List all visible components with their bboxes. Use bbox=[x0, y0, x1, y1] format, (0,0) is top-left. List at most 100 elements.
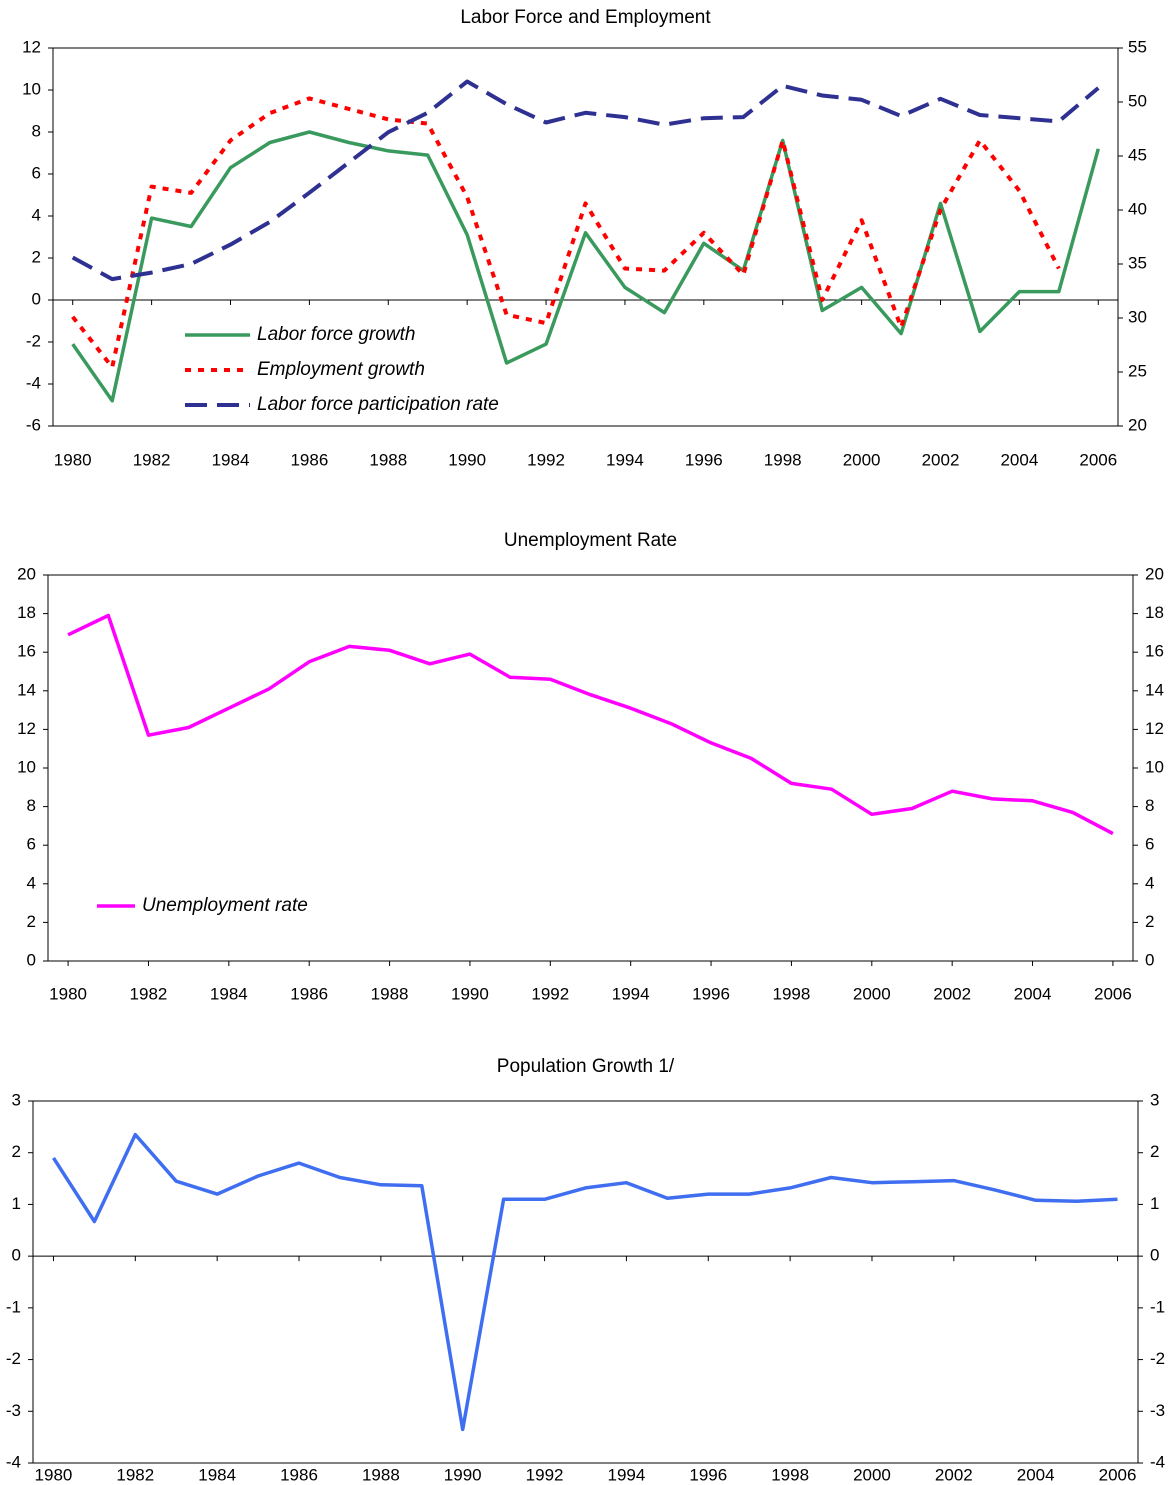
x-tick-label: 1998 bbox=[771, 1465, 809, 1484]
legend-label: Labor force participation rate bbox=[257, 394, 499, 415]
y-tick-label: 16 bbox=[17, 642, 36, 661]
x-tick-label: 1986 bbox=[290, 984, 328, 1003]
legend-label: Labor force growth bbox=[257, 324, 415, 345]
x-tick-label: 1982 bbox=[116, 1465, 154, 1484]
x-tick-label: 1984 bbox=[210, 984, 248, 1003]
y-tick-label: 0 bbox=[32, 289, 41, 308]
y-tick-label-right: 8 bbox=[1145, 796, 1154, 815]
y-tick-label: -3 bbox=[6, 1401, 21, 1420]
y-tick-label: 2 bbox=[32, 247, 41, 266]
x-tick-label: 1980 bbox=[54, 450, 92, 469]
series-line bbox=[52, 1132, 1118, 1432]
y-tick-label-right: -2 bbox=[1150, 1349, 1165, 1368]
y-tick-label-right: 0 bbox=[1145, 950, 1154, 969]
plot-frame bbox=[52, 47, 1119, 427]
y-tick-label-right: 14 bbox=[1145, 680, 1164, 699]
y-tick-label: 8 bbox=[27, 796, 36, 815]
x-tick-label: 1998 bbox=[764, 450, 802, 469]
y-tick-label-right: -1 bbox=[1150, 1297, 1165, 1316]
y-tick-label-right: -3 bbox=[1150, 1401, 1165, 1420]
x-tick-label: 2002 bbox=[922, 450, 960, 469]
y-tick-label: -2 bbox=[26, 331, 41, 350]
y-tick-label: -1 bbox=[6, 1297, 21, 1316]
y-tick-label: 6 bbox=[32, 163, 41, 182]
x-tick-label: 1982 bbox=[130, 984, 168, 1003]
y-tick-label: 0 bbox=[12, 1246, 21, 1265]
y-tick-label-right: 18 bbox=[1145, 603, 1164, 622]
y2-tick-label: 20 bbox=[1128, 415, 1147, 434]
y-tick-label: 10 bbox=[17, 757, 36, 776]
y-tick-label-right: 6 bbox=[1145, 835, 1154, 854]
x-tick-label: 1992 bbox=[531, 984, 569, 1003]
y-tick-label: 4 bbox=[27, 873, 36, 892]
x-tick-label: 2004 bbox=[1014, 984, 1052, 1003]
y-tick-label-right: -4 bbox=[1150, 1452, 1165, 1471]
y-tick-label: 3 bbox=[12, 1090, 21, 1109]
x-tick-label: 1990 bbox=[451, 984, 489, 1003]
y-tick-label-right: 1 bbox=[1150, 1194, 1159, 1213]
y-tick-label-right: 2 bbox=[1150, 1142, 1159, 1161]
y-tick-label: -6 bbox=[26, 415, 41, 434]
y-tick-label-right: 10 bbox=[1145, 757, 1164, 776]
x-tick-label: 2000 bbox=[853, 984, 891, 1003]
y-tick-label: 6 bbox=[27, 835, 36, 854]
y2-tick-label: 25 bbox=[1128, 361, 1147, 380]
y-tick-label: -2 bbox=[6, 1349, 21, 1368]
y-tick-label: 10 bbox=[22, 79, 41, 98]
y-tick-label: 2 bbox=[27, 912, 36, 931]
x-tick-label: 2006 bbox=[1094, 984, 1132, 1003]
plot-frame bbox=[32, 1100, 1139, 1464]
x-tick-label: 1988 bbox=[362, 1465, 400, 1484]
x-tick-label: 1990 bbox=[444, 1465, 482, 1484]
x-tick-label: 1986 bbox=[280, 1465, 318, 1484]
x-tick-label: 1984 bbox=[198, 1465, 236, 1484]
x-tick-label: 1980 bbox=[35, 1465, 73, 1484]
x-tick-label: 2002 bbox=[933, 984, 971, 1003]
y-tick-label-right: 3 bbox=[1150, 1090, 1159, 1109]
legend-label: Unemployment rate bbox=[142, 895, 308, 916]
y2-tick-label: 35 bbox=[1128, 253, 1147, 272]
y-tick-label-right: 0 bbox=[1150, 1246, 1159, 1265]
x-tick-label: 2006 bbox=[1079, 450, 1117, 469]
x-tick-label: 2004 bbox=[1000, 450, 1038, 469]
y-tick-label: 8 bbox=[32, 121, 41, 140]
x-tick-label: 1996 bbox=[692, 984, 730, 1003]
x-tick-label: 1980 bbox=[49, 984, 87, 1003]
chart-title: Population Growth 1/ bbox=[497, 1056, 675, 1077]
x-tick-label: 1992 bbox=[527, 450, 565, 469]
x-tick-label: 1988 bbox=[371, 984, 409, 1003]
y-tick-label: 18 bbox=[17, 603, 36, 622]
x-tick-label: 1998 bbox=[773, 984, 811, 1003]
x-tick-label: 2004 bbox=[1017, 1465, 1055, 1484]
y2-tick-label: 55 bbox=[1128, 37, 1147, 56]
y-tick-label: -4 bbox=[26, 373, 41, 392]
y-tick-label-right: 12 bbox=[1145, 719, 1164, 738]
chart-title: Unemployment Rate bbox=[504, 530, 677, 551]
y-tick-label: 4 bbox=[32, 205, 41, 224]
y-tick-label: 0 bbox=[27, 950, 36, 969]
x-tick-label: 1992 bbox=[526, 1465, 564, 1484]
y2-tick-label: 45 bbox=[1128, 145, 1147, 164]
legend-label: Employment growth bbox=[257, 359, 425, 380]
y2-tick-label: 40 bbox=[1128, 199, 1147, 218]
x-tick-label: 1990 bbox=[448, 450, 486, 469]
x-tick-label: 1986 bbox=[290, 450, 328, 469]
x-tick-label: 1994 bbox=[606, 450, 644, 469]
y-tick-label-right: 4 bbox=[1145, 873, 1154, 892]
series-line bbox=[71, 130, 1100, 403]
x-tick-label: 2006 bbox=[1099, 1465, 1137, 1484]
y-tick-label: 14 bbox=[17, 680, 36, 699]
x-tick-label: 1994 bbox=[612, 984, 650, 1003]
x-tick-label: 2000 bbox=[843, 450, 881, 469]
x-tick-label: 1982 bbox=[133, 450, 171, 469]
y-tick-label: 12 bbox=[17, 719, 36, 738]
x-tick-label: 2002 bbox=[935, 1465, 973, 1484]
y-tick-label: 1 bbox=[12, 1194, 21, 1213]
x-tick-label: 1996 bbox=[685, 450, 723, 469]
y2-tick-label: 30 bbox=[1128, 307, 1147, 326]
y-tick-label-right: 16 bbox=[1145, 642, 1164, 661]
series-line bbox=[67, 613, 1114, 836]
x-tick-label: 1984 bbox=[212, 450, 250, 469]
series-line bbox=[71, 96, 1061, 370]
y-tick-label-right: 2 bbox=[1145, 912, 1154, 931]
